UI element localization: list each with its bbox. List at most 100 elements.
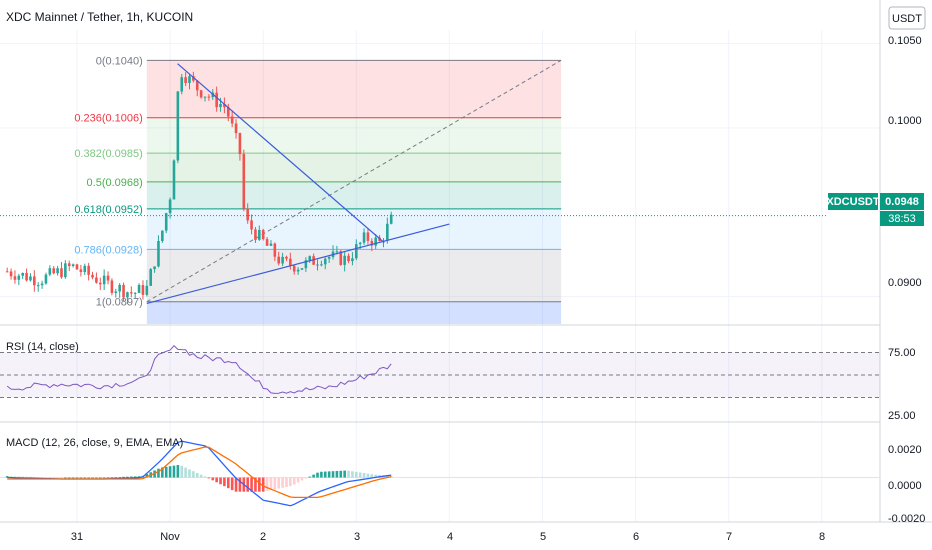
macd-histogram-bar — [5, 476, 9, 478]
candle-down — [5, 271, 9, 273]
macd-histogram-bar — [323, 471, 327, 478]
candle-up — [219, 104, 222, 108]
macd-histogram-bar — [110, 477, 114, 479]
price-tick: 0.1050 — [888, 35, 922, 47]
price-pane[interactable] — [0, 63, 828, 305]
candle-down — [33, 276, 36, 286]
macd-histogram-bar — [289, 477, 292, 487]
macd-histogram-bar — [40, 477, 44, 478]
macd-histogram-bar — [261, 477, 265, 492]
macd-histogram-bar — [230, 477, 234, 491]
fib-level-label: 0.618(0.0952) — [74, 204, 143, 216]
macd-histogram-bar — [56, 477, 59, 479]
candle-down — [195, 80, 199, 91]
last-price-value: 0.0948 — [885, 196, 919, 208]
candle-down — [207, 96, 211, 98]
macd-histogram-bar — [277, 477, 281, 489]
candle-up — [304, 260, 308, 269]
candle-up — [102, 275, 106, 285]
candle-down — [289, 258, 292, 266]
macd-histogram-bar — [83, 477, 87, 479]
macd-histogram-bar — [75, 477, 79, 479]
candle-down — [25, 272, 28, 281]
macd-histogram-bar — [312, 474, 315, 478]
candle-up — [168, 199, 172, 214]
fib-retracement[interactable]: 0(0.1040) 0.236(0.1006) 0.382(0.0985) 0.5(0… — [74, 55, 562, 324]
signal-line[interactable] — [7, 446, 392, 499]
candle-up — [362, 232, 366, 243]
candle-up — [40, 283, 44, 286]
candle-down — [75, 264, 79, 270]
candle-down — [130, 292, 133, 294]
macd-histogram-bar — [250, 477, 253, 492]
trendline[interactable] — [177, 63, 385, 244]
time-tick: 4 — [447, 531, 453, 543]
trendline[interactable] — [146, 223, 450, 305]
candle-up — [133, 292, 137, 294]
macd-histogram-bar — [215, 477, 218, 483]
macd-histogram-bar — [126, 476, 129, 478]
macd-histogram-bar — [374, 474, 377, 478]
fib-zone — [146, 153, 562, 182]
candle-up — [48, 268, 52, 275]
fib-level-label: 0.382(0.0985) — [74, 148, 143, 160]
candle-up — [145, 285, 149, 295]
candle-down — [292, 265, 296, 272]
time-tick: Nov — [160, 531, 180, 543]
price-tick: 0.0900 — [888, 277, 922, 289]
macd-label: MACD (12, 26, close, 9, EMA, EMA) — [6, 437, 183, 449]
candle-down — [277, 256, 281, 264]
candle-down — [285, 256, 288, 259]
candle-down — [184, 77, 187, 83]
rsi-pane[interactable] — [0, 344, 880, 398]
macd-histogram-bar — [273, 477, 277, 490]
fib-zone — [146, 60, 562, 118]
macd-histogram-bar — [145, 474, 149, 478]
macd-histogram-bar — [130, 476, 133, 478]
fib-trend-line[interactable] — [146, 59, 562, 303]
candle-up — [374, 237, 377, 246]
macd-histogram-bar — [29, 476, 32, 478]
countdown-tag — [880, 211, 924, 226]
macd-histogram-bar — [172, 465, 176, 478]
countdown-value: 38:53 — [888, 213, 916, 225]
macd-pane[interactable] — [0, 440, 880, 507]
macd-histogram-bar — [17, 476, 21, 478]
candle-up — [164, 213, 168, 231]
candle-up — [281, 256, 284, 264]
macd-histogram-bar — [281, 477, 284, 488]
candle-down — [234, 123, 238, 134]
macd-histogram-bar — [331, 471, 335, 478]
macd-histogram-bar — [13, 476, 17, 478]
macd-histogram-bar — [292, 477, 296, 485]
candle-down — [98, 282, 102, 285]
candle-down — [52, 268, 56, 274]
macd-histogram-bar — [304, 477, 308, 479]
candle-down — [242, 154, 246, 209]
candle-down — [110, 280, 114, 293]
macd-histogram-bar — [327, 471, 331, 478]
time-tick: 7 — [726, 531, 732, 543]
macd-tick: 0.0020 — [888, 444, 922, 456]
time-axis[interactable]: 31 Nov 2 3 4 5 6 7 8 — [71, 531, 825, 543]
candle-down — [87, 265, 90, 275]
macd-histogram-bar — [118, 476, 121, 478]
rsi-line[interactable] — [6, 344, 392, 394]
macd-histogram-bar — [362, 473, 366, 478]
macd-histogram-bar — [386, 475, 389, 478]
macd-histogram-bar — [199, 474, 203, 478]
macd-histogram-bar — [33, 476, 36, 478]
time-tick: 31 — [71, 531, 83, 543]
macd-histogram-bar — [355, 471, 358, 478]
macd-histogram-bar — [358, 472, 362, 478]
currency-button[interactable] — [888, 6, 926, 30]
candle-up — [188, 76, 191, 83]
candle-down — [226, 107, 230, 117]
macd-histogram-bar — [316, 472, 319, 478]
candle-up — [320, 264, 323, 266]
macd-histogram-bar — [184, 467, 187, 478]
candle-up — [389, 214, 393, 224]
candle-up — [17, 275, 21, 280]
